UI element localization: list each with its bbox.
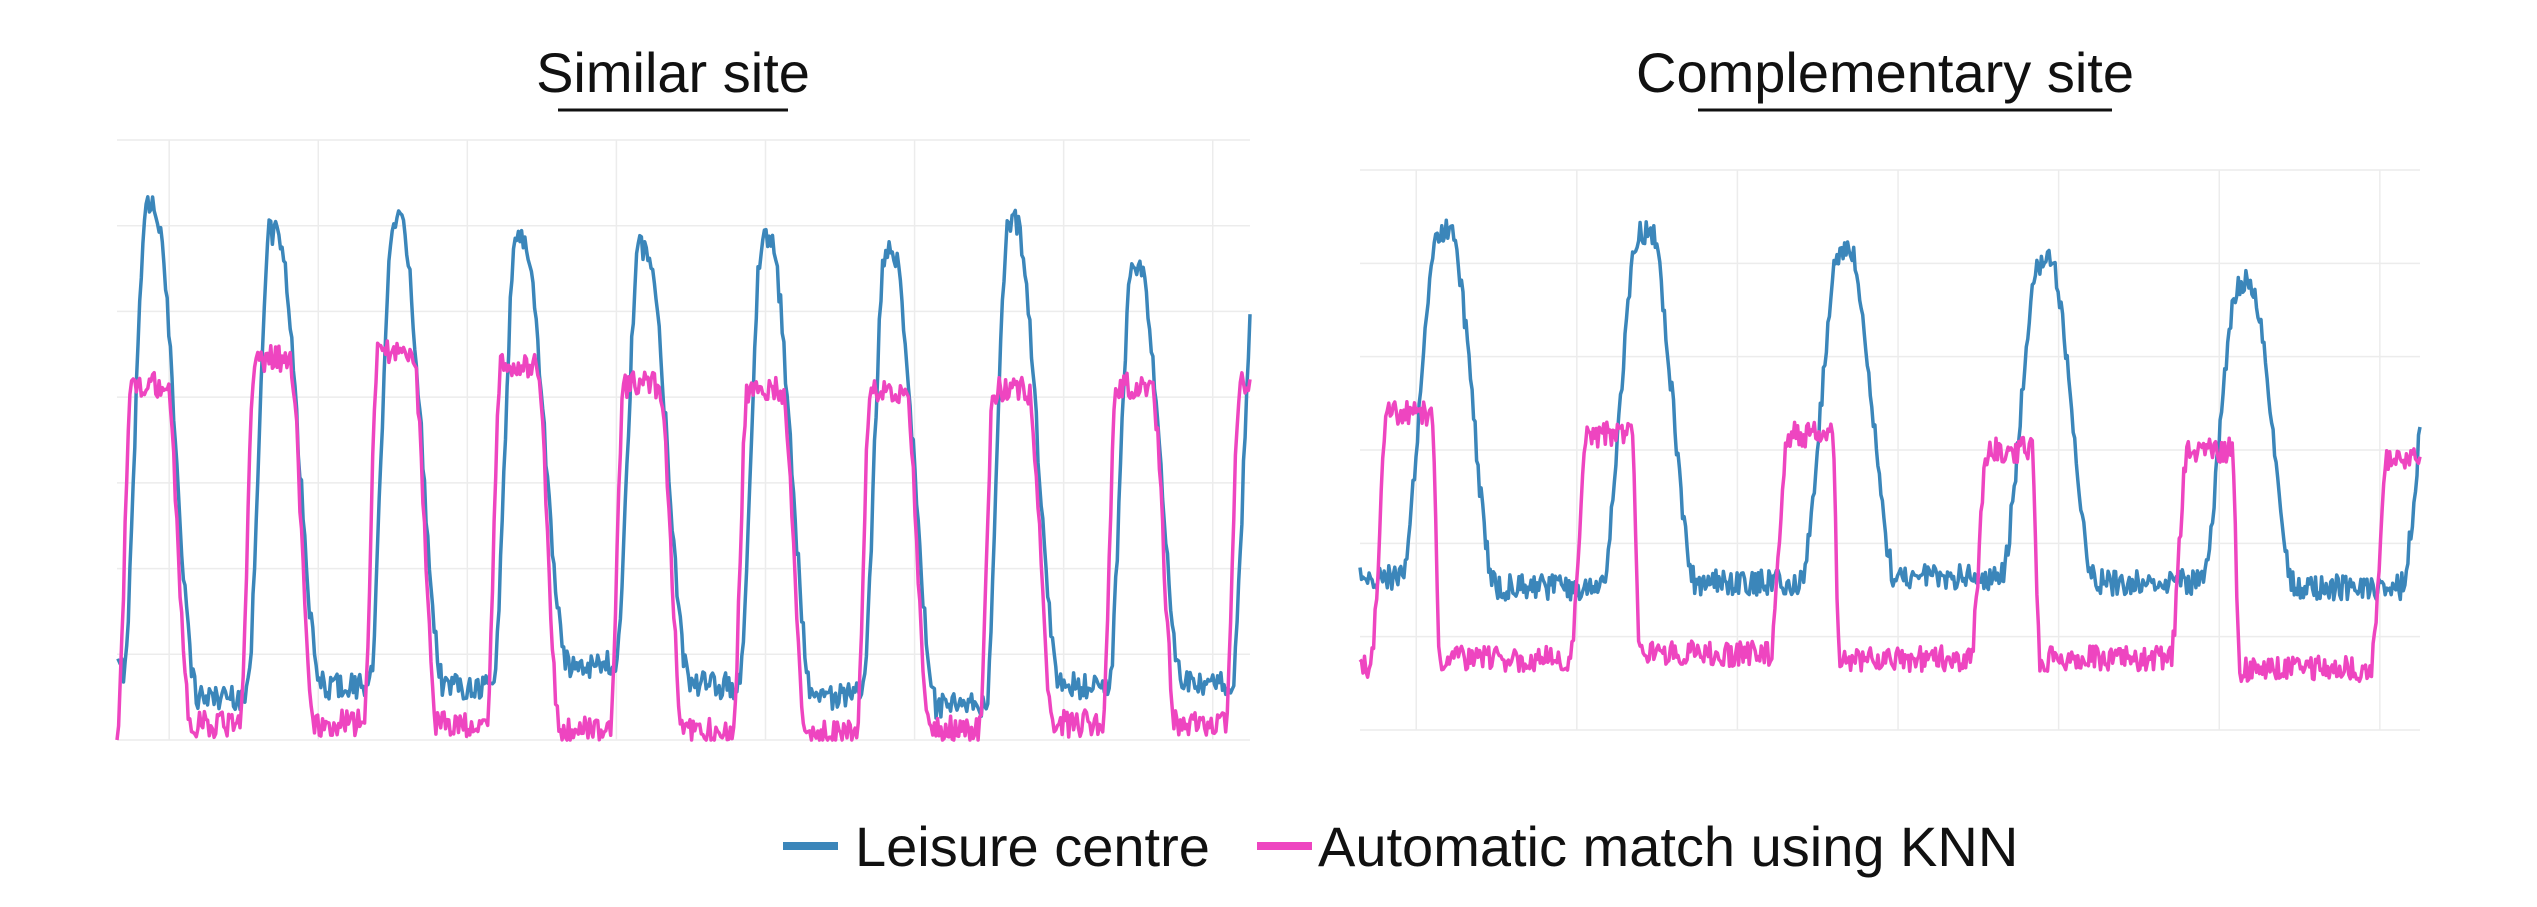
series-line-leisure (1358, 218, 2422, 602)
chart-panel-complementary: Complementary site (1358, 41, 2422, 731)
series-line-leisure (116, 195, 1252, 720)
chart-title-similar: Similar site (536, 41, 810, 104)
grid-similar (117, 139, 1250, 741)
series-line-knn (1358, 400, 2422, 684)
chart-panel-similar: Similar site (115, 41, 1252, 742)
chart-title-complementary: Complementary site (1636, 41, 2134, 104)
grid-complementary (1360, 169, 2420, 731)
legend-label-leisure: Leisure centre (855, 815, 1210, 878)
legend-label-knn: Automatic match using KNN (1318, 815, 2018, 878)
series-line-knn (115, 339, 1252, 742)
series-group-similar (115, 195, 1252, 742)
series-group-complementary (1358, 218, 2422, 684)
legend: Leisure centre Automatic match using KNN (783, 815, 2018, 878)
